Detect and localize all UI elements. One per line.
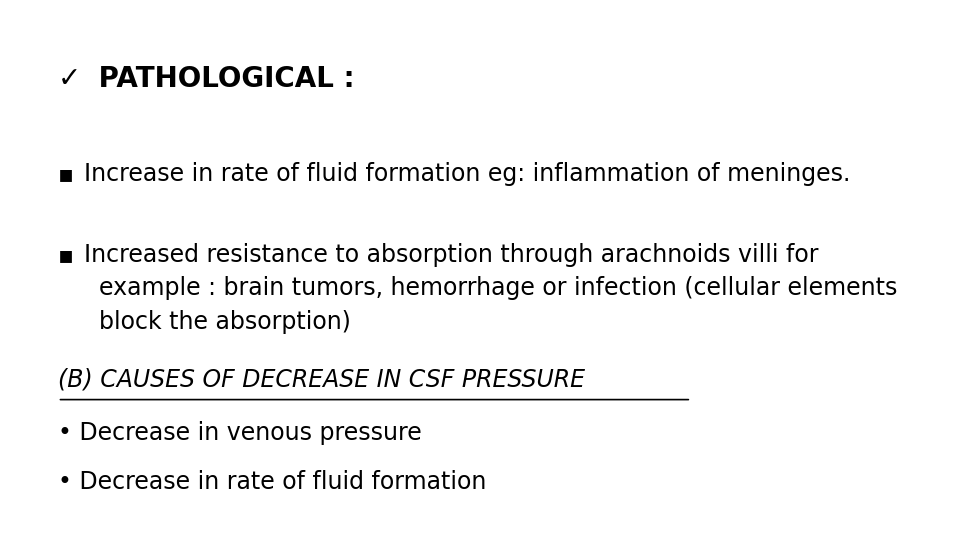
Text: Increase in rate of fluid formation eg: inflammation of meninges.: Increase in rate of fluid formation eg: …: [84, 162, 851, 186]
Text: • Decrease in rate of fluid formation: • Decrease in rate of fluid formation: [58, 470, 486, 494]
Text: (B) CAUSES OF DECREASE IN CSF PRESSURE: (B) CAUSES OF DECREASE IN CSF PRESSURE: [58, 367, 585, 391]
Text: • Decrease in venous pressure: • Decrease in venous pressure: [58, 421, 421, 445]
Text: Increased resistance to absorption through arachnoids villi for
  example : brai: Increased resistance to absorption throu…: [84, 243, 898, 334]
Text: PATHOLOGICAL :: PATHOLOGICAL :: [89, 65, 355, 93]
Text: ▪: ▪: [58, 162, 74, 186]
Text: ✓: ✓: [58, 65, 81, 93]
Text: ▪: ▪: [58, 243, 74, 267]
